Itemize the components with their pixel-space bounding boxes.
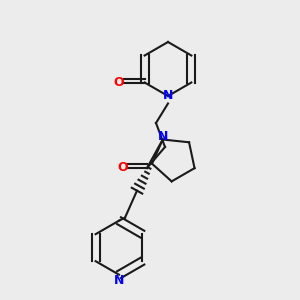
Text: N: N <box>158 130 168 143</box>
Text: O: O <box>117 161 128 175</box>
Text: N: N <box>163 89 173 103</box>
Text: N: N <box>114 274 124 286</box>
Text: O: O <box>113 76 124 89</box>
